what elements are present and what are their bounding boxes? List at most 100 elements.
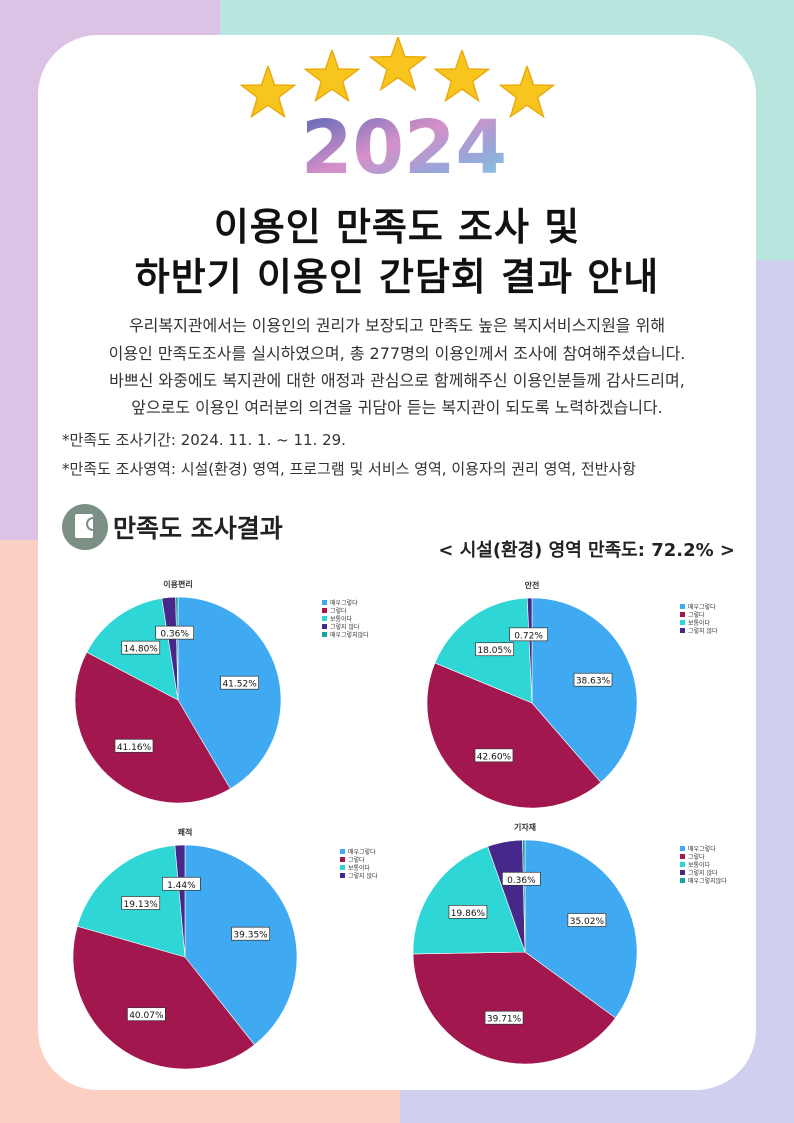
- legend-label: 보통이다: [688, 619, 711, 627]
- intro: 이용인 만족도조사를 실시하였으며, 총 277명의 이용인께서 조사에 참여해…: [108, 344, 686, 363]
- title: 하반기 이용인 간담회 결과 안내: [134, 255, 660, 299]
- legend-swatch: [340, 857, 345, 862]
- label-box: [162, 876, 201, 891]
- label-box: [573, 672, 613, 687]
- legend-label: 보통이다: [330, 615, 353, 623]
- detail: *만족도 조사영역: 시설(환경) 영역, 프로그램 및 서비스 영역, 이용자…: [62, 460, 637, 478]
- legend-label: 그렇지 않다: [330, 623, 360, 631]
- intro: 우리복지관에서는 이용인의 권리가 보장되고 만족도 높은 복지서비스지원을 위…: [128, 316, 666, 335]
- legend-label: 보통이다: [348, 864, 371, 872]
- charts: 이용편리41.52%41.16%14.80%0.36%매우그렇다그렇다보통이다그…: [72, 579, 727, 1070]
- legend-swatch: [680, 604, 685, 609]
- label-box: [114, 738, 154, 753]
- data-label: 40.07%: [129, 1011, 164, 1021]
- intro: 앞으로도 이용인 여러분의 의견을 귀담아 듣는 복지관이 되도록 노력하겠습니…: [131, 398, 663, 417]
- legend-swatch: [680, 854, 685, 859]
- legend-swatch: [680, 620, 685, 625]
- detail: *만족도 조사기간: 2024. 11. 1. ~ 11. 29.: [62, 431, 346, 449]
- legend-swatch: [322, 600, 327, 605]
- legend-label: 그렇다: [348, 856, 365, 864]
- summary: < 시설(환경) 영역 만족도: 72.2% >: [438, 539, 735, 561]
- legend-swatch: [322, 608, 327, 613]
- data-label: 0.36%: [160, 630, 189, 640]
- pie-slice: [174, 844, 186, 958]
- label-box: [231, 926, 270, 941]
- legend-label: 매우그렇다: [348, 848, 376, 856]
- chart-title: 쾌적: [178, 827, 193, 837]
- label-box: [220, 675, 259, 690]
- legend-swatch: [340, 873, 345, 878]
- intro: 바쁘신 와중에도 복지관에 대한 애정과 관심으로 함께해주신 이용인분들께 감…: [109, 371, 685, 390]
- label-box: [448, 905, 488, 919]
- legend-label: 그렇다: [688, 611, 705, 619]
- data-label: 0.72%: [514, 631, 543, 641]
- legend-label: 매우그렇다: [688, 845, 716, 853]
- chart-title: 안전: [525, 580, 540, 590]
- legend-label: 그렇다: [330, 607, 347, 615]
- label-box: [502, 871, 541, 886]
- legend-swatch: [322, 632, 327, 637]
- data-label: 18.05%: [477, 646, 512, 656]
- pie-slice: [522, 839, 526, 953]
- legend-label: 그렇지 않다: [688, 627, 718, 635]
- data-label: 41.52%: [222, 680, 257, 690]
- data-label: 35.02%: [570, 917, 605, 927]
- legend-swatch: [340, 865, 345, 870]
- label-box: [567, 913, 607, 927]
- label-box: [484, 1010, 524, 1025]
- data-label: 38.63%: [576, 677, 611, 687]
- legend-swatch: [322, 624, 327, 629]
- pie-slice: [175, 596, 179, 701]
- legend-swatch: [680, 628, 685, 633]
- legend-swatch: [680, 612, 685, 617]
- pie-slice: [184, 844, 298, 1046]
- legend-label: 그렇지 않다: [348, 872, 378, 880]
- legend-swatch: [340, 849, 345, 854]
- legend-label: 매우그렇다: [688, 603, 716, 611]
- label-box: [127, 1007, 166, 1022]
- label-box: [509, 627, 548, 642]
- data-label: 42.60%: [477, 752, 512, 762]
- legend-label: 매우그렇지않다: [688, 877, 727, 885]
- pie-slice: [526, 597, 533, 704]
- pie-slice: [531, 597, 638, 783]
- pie-slice: [524, 839, 638, 1019]
- legend-swatch: [322, 616, 327, 621]
- label-box: [474, 748, 514, 763]
- data-label: 0.36%: [507, 876, 536, 886]
- label-box: [155, 625, 195, 640]
- year: 2024: [301, 105, 507, 191]
- chart-title: 기자재: [514, 822, 536, 832]
- label-box: [121, 896, 161, 910]
- legend-label: 매우그렇지않다: [330, 631, 369, 639]
- legend-swatch: [680, 846, 685, 851]
- legend-label: 그렇다: [688, 853, 705, 861]
- legend-label: 보통이다: [688, 861, 711, 869]
- pie-slice: [412, 951, 616, 1065]
- legend-swatch: [680, 870, 685, 875]
- chart-title: 이용편리: [163, 579, 192, 589]
- pie-slice: [74, 651, 231, 804]
- label-box: [475, 642, 514, 657]
- data-label: 41.16%: [117, 743, 152, 753]
- legend-label: 매우그렇다: [330, 599, 358, 607]
- card: [38, 35, 756, 1090]
- title: 이용인 만족도 조사 및: [213, 205, 581, 249]
- data-label: 19.86%: [451, 909, 486, 919]
- section-title: 만족도 조사결과: [113, 514, 283, 543]
- legend-swatch: [680, 878, 685, 883]
- data-label: 19.13%: [124, 900, 159, 910]
- pie-slice: [72, 925, 255, 1070]
- data-label: 1.44%: [167, 881, 196, 891]
- legend-swatch: [680, 862, 685, 867]
- data-label: 14.80%: [124, 645, 159, 655]
- data-label: 39.35%: [233, 931, 268, 941]
- pie-slice: [426, 662, 602, 809]
- data-label: 39.71%: [487, 1015, 522, 1025]
- label-box: [121, 640, 161, 655]
- section-icon: [86, 517, 100, 531]
- legend-label: 그렇지 않다: [688, 869, 718, 877]
- pie-slice: [177, 596, 282, 790]
